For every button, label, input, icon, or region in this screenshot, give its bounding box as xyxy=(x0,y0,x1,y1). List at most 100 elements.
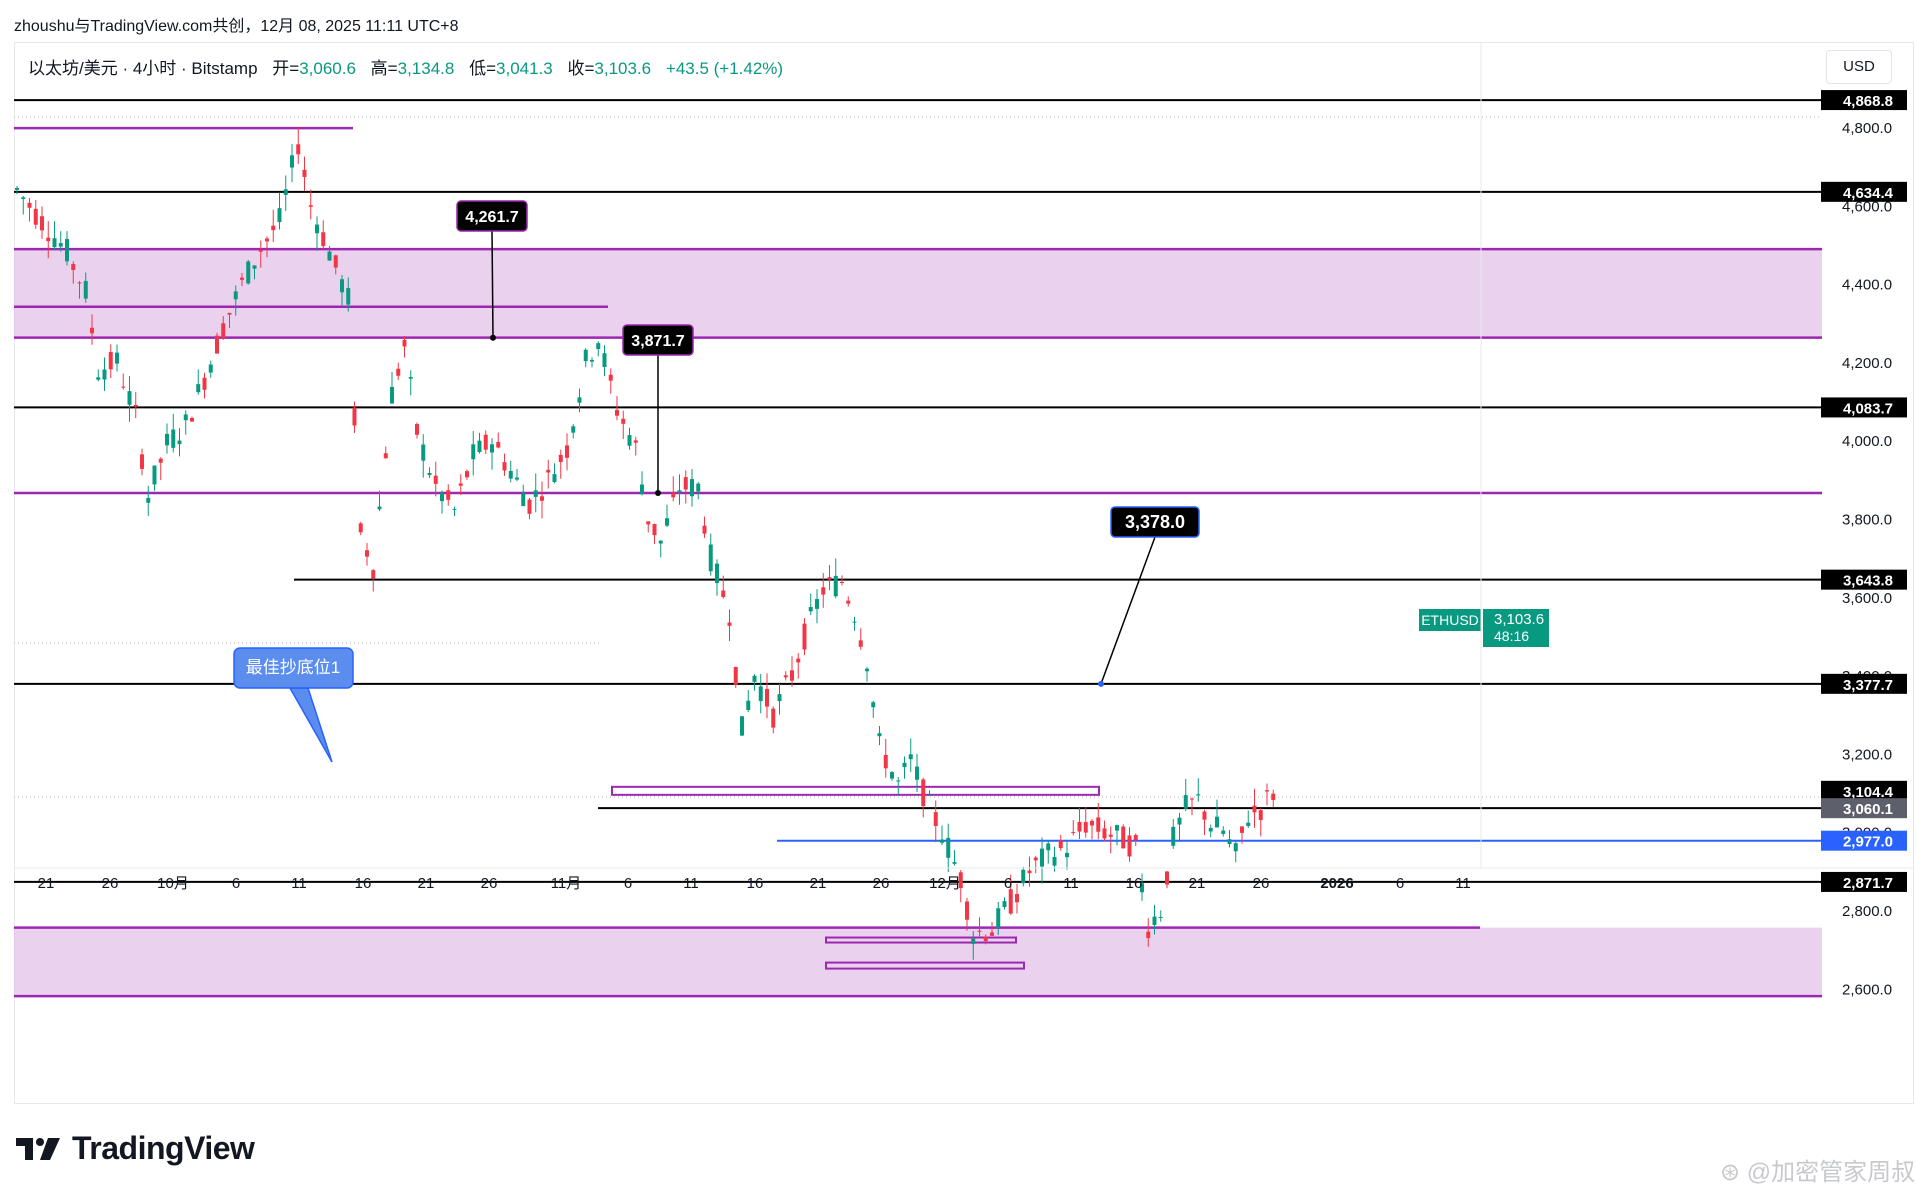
candle-body xyxy=(358,523,363,533)
callout-4261-box[interactable] xyxy=(456,200,528,232)
candle-body xyxy=(740,716,744,736)
candle-body xyxy=(502,462,507,471)
x-axis-tick-label: 11 xyxy=(1455,875,1471,892)
candle-body xyxy=(271,225,276,231)
candle-body xyxy=(702,525,707,534)
y-axis-tick-label: 4,000.0 xyxy=(1842,433,1892,450)
candle-body xyxy=(458,483,463,486)
candle-body xyxy=(640,484,644,495)
candle-body xyxy=(1215,816,1219,828)
symbol-name[interactable]: 以太坊/美元 · 4小时 · Bitstamp xyxy=(28,59,258,78)
price-axis-level-tag[interactable] xyxy=(1821,830,1907,851)
price-chart[interactable]: 4,261.7 3,871.7 3,378.0 最佳抄底位1 4,800.0 4,600.… xyxy=(0,0,1917,1110)
price-axis-level-tag[interactable] xyxy=(1821,780,1907,801)
callout-3871-box[interactable] xyxy=(622,324,694,356)
x-axis-tick-label: 11 xyxy=(1063,875,1079,892)
price-axis-level-tag[interactable] xyxy=(1821,397,1907,418)
candle-body xyxy=(996,908,1001,928)
chart-header-title: zhoushu与TradingView.com共创，12月 08, 2025 1… xyxy=(14,18,459,35)
candle-body xyxy=(1177,817,1182,825)
candle-body xyxy=(627,435,632,446)
candle-body xyxy=(290,155,294,168)
candle-body xyxy=(21,197,26,200)
candle-body xyxy=(396,368,401,376)
candle-body xyxy=(546,469,551,473)
candle-body xyxy=(821,587,826,595)
chart-frame xyxy=(14,42,1914,1104)
candle-body xyxy=(690,479,694,497)
price-axis-level-tag[interactable] xyxy=(1821,871,1907,892)
candle-body xyxy=(758,686,763,702)
callout-3378-anchor xyxy=(1098,680,1104,687)
currency-button[interactable]: USD xyxy=(1826,50,1892,84)
candle-body xyxy=(1121,826,1126,849)
x-axis-tick-label: 16 xyxy=(1126,875,1143,892)
candle-body xyxy=(896,780,901,782)
candle-body xyxy=(852,621,857,623)
candle-body xyxy=(146,497,151,503)
price-axis-level-tag[interactable] xyxy=(1821,798,1907,819)
x-axis-tick-label: 16 xyxy=(747,875,764,892)
high-value: 3,134.8 xyxy=(397,59,455,78)
range-box[interactable] xyxy=(611,785,1100,796)
candle-body xyxy=(977,930,982,932)
callout-4261-anchor xyxy=(490,334,496,341)
callout-3378-box[interactable] xyxy=(1110,506,1200,538)
candle-body xyxy=(90,327,94,334)
candle-body xyxy=(765,688,769,707)
candle-body xyxy=(552,474,557,483)
candle-body xyxy=(371,570,376,579)
price-axis-level-label: 4,083.7 xyxy=(1843,400,1893,417)
candle-body xyxy=(183,414,188,421)
candle-body xyxy=(683,477,688,490)
candle-body xyxy=(915,766,919,780)
candle-body xyxy=(540,496,544,501)
candle-body xyxy=(365,550,369,557)
y-axis-tick-label: 4,800.0 xyxy=(1842,120,1892,137)
candle-body xyxy=(608,374,613,381)
candle-body xyxy=(1208,827,1213,832)
candle-body xyxy=(27,202,32,208)
candle-body xyxy=(1065,852,1069,858)
candle-body xyxy=(808,607,813,612)
candle-body xyxy=(415,424,419,435)
candle-body xyxy=(196,384,201,393)
candle-body xyxy=(1227,839,1232,845)
candle-body xyxy=(533,490,538,497)
candle-body xyxy=(377,506,382,510)
current-price-tag[interactable] xyxy=(1483,609,1549,647)
x-axis-tick-label: 10月 xyxy=(157,875,189,892)
candle-body xyxy=(1090,820,1094,826)
candle-body xyxy=(1271,793,1276,800)
candle-body xyxy=(890,772,894,779)
candle-body xyxy=(1202,811,1207,820)
price-axis-level-label: 2,977.0 xyxy=(1843,834,1893,851)
candle-body xyxy=(790,670,794,681)
candle-body xyxy=(796,658,801,663)
price-axis-level-tag[interactable] xyxy=(1821,569,1907,590)
symbol-tag[interactable] xyxy=(1419,609,1481,631)
x-axis-tick-label: 2026 xyxy=(1320,875,1353,892)
y-axis-tick-label: 2,800.0 xyxy=(1842,903,1892,920)
candle-body xyxy=(140,454,144,469)
support-resistance-zone-0[interactable] xyxy=(14,249,1822,338)
range-box[interactable] xyxy=(825,961,1025,970)
candle-body xyxy=(677,490,682,493)
range-box[interactable] xyxy=(825,936,1017,944)
annotation-balloon[interactable] xyxy=(233,647,354,689)
candle-body xyxy=(571,426,576,433)
candle-body xyxy=(240,277,244,280)
y-axis-tick-label: 4,200.0 xyxy=(1842,355,1892,372)
candle-body xyxy=(427,472,432,476)
x-axis-tick-label: 21 xyxy=(1189,875,1206,892)
candle-body xyxy=(1165,871,1169,885)
candle-body xyxy=(833,575,838,597)
tradingview-logo[interactable]: TradingView xyxy=(16,1130,255,1167)
candle-body xyxy=(190,417,194,422)
candle-body xyxy=(708,544,713,572)
price-axis-level-tag[interactable] xyxy=(1821,181,1907,202)
price-axis-level-tag[interactable] xyxy=(1821,90,1907,111)
price-axis-level-tag[interactable] xyxy=(1821,673,1907,694)
candle-body xyxy=(733,666,738,685)
high-label: 高= xyxy=(370,59,398,78)
